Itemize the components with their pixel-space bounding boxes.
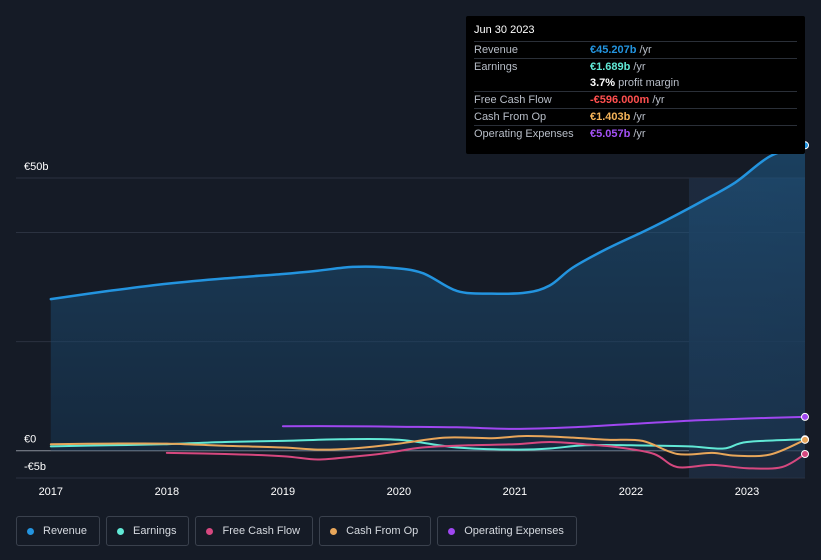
legend-dot-icon	[27, 527, 34, 535]
x-tick-label: 2019	[271, 486, 295, 498]
legend-label: Cash From Op	[346, 525, 419, 537]
tooltip-value: -€596.000m	[590, 94, 650, 106]
tooltip-label: Earnings	[474, 61, 518, 73]
tooltip-row: Revenue €45.207b/yr	[474, 41, 797, 58]
operating-expenses-end-point	[801, 412, 809, 421]
tooltip-unit: /yr	[633, 128, 646, 140]
x-tick-label: 2020	[387, 486, 411, 498]
legend-item-free-cash-flow[interactable]: Free Cash Flow	[195, 516, 314, 546]
x-tick-label: 2021	[503, 486, 527, 498]
legend-label: Revenue	[43, 525, 88, 537]
tooltip-row: Cash From Op €1.403b/yr	[474, 108, 797, 125]
x-tick-label: 2018	[155, 486, 179, 498]
tooltip-label: Revenue	[474, 44, 519, 56]
operating-expenses-line	[281, 415, 806, 430]
tooltip-value: €45.207b	[590, 44, 637, 56]
tooltip-label: Cash From Op	[474, 111, 547, 123]
tooltip-row: Earnings €1.689b/yr	[474, 58, 797, 75]
tooltip-value: 3.7%	[590, 77, 616, 89]
legend-label: Free Cash Flow	[222, 525, 301, 537]
y-tick-label: €50b	[24, 161, 48, 173]
tooltip-value: €5.057b	[590, 128, 631, 140]
legend-label: Operating Expenses	[464, 525, 564, 537]
legend-dot-icon	[330, 527, 338, 535]
x-tick-label: 2023	[735, 486, 759, 498]
y-tick-label: -€5b	[24, 461, 46, 473]
revenue-area	[50, 145, 806, 451]
tooltip-unit: /yr	[652, 94, 665, 106]
tooltip-value: €1.689b	[590, 61, 631, 73]
tooltip-row: 3.7% profit margin	[474, 75, 797, 91]
tooltip-row: Free Cash Flow -€596.000m/yr	[474, 91, 797, 108]
cash-from-op-end-point	[801, 435, 809, 444]
tooltip-unit: /yr	[633, 111, 646, 123]
tooltip-value: €1.403b	[590, 111, 631, 123]
x-tick-label: 2017	[39, 486, 63, 498]
legend-dot-icon	[448, 527, 456, 535]
tooltip-label: Operating Expenses	[474, 128, 574, 140]
tooltip-unit: /yr	[639, 44, 652, 56]
legend-item-earnings[interactable]: Earnings	[106, 516, 190, 546]
tooltip-row: Operating Expenses €5.057b/yr	[474, 125, 797, 142]
tooltip-date: Jun 30 2023	[474, 24, 535, 36]
legend-dot-icon	[206, 527, 214, 535]
tooltip-label: Free Cash Flow	[474, 94, 552, 106]
free-cash-flow-line	[165, 441, 806, 470]
cash-from-op-line	[49, 434, 806, 458]
tooltip-label	[474, 75, 590, 91]
earnings-line	[49, 437, 806, 451]
y-tick-label: €0	[24, 434, 36, 446]
legend: Revenue Earnings Free Cash Flow Cash From O…	[16, 516, 577, 546]
tooltip-unit: /yr	[633, 61, 646, 73]
legend-label: Earnings	[133, 525, 177, 537]
legend-item-revenue[interactable]: Revenue	[16, 516, 101, 546]
revenue-line	[49, 144, 807, 301]
tooltip: Jun 30 2023 Revenue €45.207b/yr Earnings €1…	[466, 16, 805, 154]
legend-item-cash-from-op[interactable]: Cash From Op	[319, 516, 432, 546]
x-tick-label: 2022	[619, 486, 643, 498]
legend-dot-icon	[117, 527, 125, 535]
free-cash-flow-end-point	[801, 450, 809, 458]
legend-item-operating-expenses[interactable]: Operating Expenses	[437, 516, 577, 546]
tooltip-unit: profit margin	[618, 77, 680, 89]
